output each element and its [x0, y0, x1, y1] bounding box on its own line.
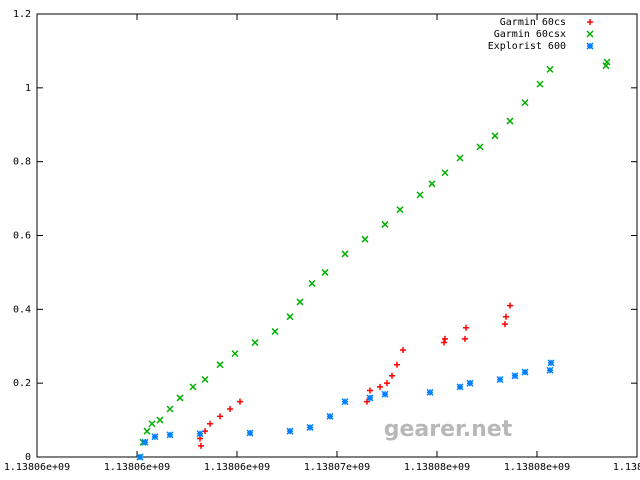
point [361, 235, 369, 243]
y-tick-label: 0.6 [13, 231, 31, 242]
y-tick-label: 1 [25, 83, 31, 94]
point [428, 180, 436, 188]
legend-label: Garmin 60cs [500, 17, 566, 28]
point [216, 361, 224, 369]
y-tick-label: 0 [25, 452, 31, 463]
point [231, 350, 239, 358]
point [251, 339, 259, 347]
legend-label: Garmin 60csx [494, 29, 566, 40]
y-tick-label: 0.8 [13, 157, 31, 168]
x-tick-label: 1.13806e+09 [204, 462, 270, 473]
point [326, 412, 334, 420]
point [364, 398, 370, 405]
point [237, 398, 243, 405]
plot-border [36, 13, 638, 458]
point [227, 406, 233, 413]
legend-label: Explorist 600 [488, 41, 566, 52]
point [547, 359, 555, 367]
point [286, 427, 294, 435]
y-tick-label: 0.4 [13, 304, 31, 315]
point [476, 143, 484, 151]
legend-marker [586, 42, 594, 50]
point [521, 368, 529, 376]
point [463, 324, 469, 331]
point [384, 380, 390, 387]
point [271, 327, 279, 336]
point [394, 361, 400, 368]
legend-marker [587, 19, 593, 25]
point [151, 433, 159, 441]
point [321, 268, 329, 276]
point [441, 169, 449, 177]
point [141, 438, 149, 446]
point [496, 375, 504, 384]
point [546, 65, 554, 73]
point [143, 427, 151, 435]
point [166, 405, 174, 413]
watermark: gearer.net [384, 417, 513, 442]
point [426, 388, 434, 396]
point [148, 420, 156, 428]
point [441, 339, 447, 346]
point [306, 423, 314, 431]
point [442, 335, 448, 342]
point [366, 394, 374, 402]
point [456, 154, 464, 162]
point [456, 383, 464, 391]
point [466, 379, 474, 387]
point [511, 372, 519, 380]
point [546, 366, 554, 374]
point [462, 335, 468, 342]
point [502, 321, 508, 328]
point [381, 220, 389, 228]
point [367, 387, 373, 394]
point [389, 372, 395, 379]
y-tick-label: 0.2 [13, 378, 31, 389]
point [196, 430, 204, 438]
point [507, 302, 513, 309]
point [341, 398, 349, 406]
point [166, 431, 174, 439]
point [416, 191, 424, 199]
point [176, 394, 184, 402]
point [341, 250, 349, 258]
y-tick-label: 1.2 [13, 9, 31, 20]
x-tick-label: 1.13806e+09 [4, 462, 70, 473]
point [603, 58, 611, 66]
point [536, 80, 544, 88]
point [246, 429, 254, 437]
x-tick-label: 1.13807e+09 [304, 462, 370, 473]
point [503, 313, 509, 320]
legend-marker [586, 30, 594, 38]
point [201, 375, 209, 384]
point [377, 383, 383, 390]
x-tick-label: 1.13808e+09 [504, 462, 570, 473]
point [308, 279, 316, 288]
point [198, 442, 204, 449]
x-tick-label: 1.13806e+09 [104, 462, 170, 473]
point [207, 420, 213, 427]
x-tick-label: 1.13808e+09 [404, 462, 470, 473]
point [296, 298, 304, 306]
point [521, 99, 529, 107]
point [400, 346, 406, 353]
point [189, 383, 197, 391]
point [396, 206, 404, 214]
point [156, 416, 164, 424]
point [506, 117, 514, 125]
point [381, 390, 389, 398]
point [136, 453, 144, 461]
point [217, 413, 223, 420]
point [491, 132, 499, 140]
x-tick-label: 1.13808e [613, 462, 640, 473]
point [286, 313, 294, 321]
